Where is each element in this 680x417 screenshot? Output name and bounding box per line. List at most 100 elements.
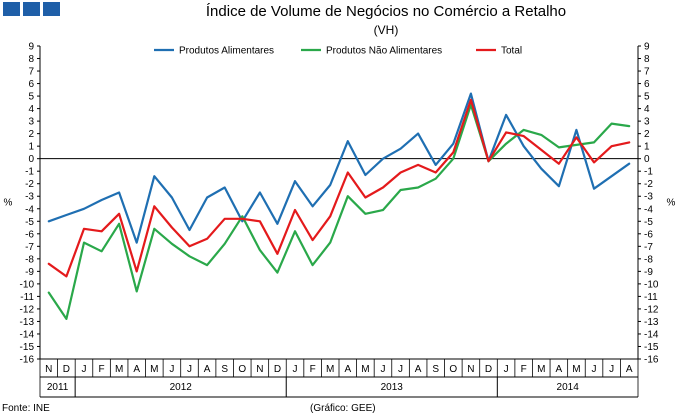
legend-label: Total [501,46,522,57]
month-label: O [449,364,457,375]
y-tick-label-left: -10 [20,279,35,290]
y-tick-label-left: -7 [25,242,34,253]
year-label: 2014 [557,382,580,393]
month-label: A [626,364,633,375]
month-label: J [504,364,509,375]
y-tick-label-left: -14 [20,329,35,340]
legend-label: Produtos Não Alimentares [326,46,442,57]
y-tick-label-left: -5 [25,217,34,228]
y-tick-label-right: 1 [644,142,650,153]
y-tick-label-left: 2 [28,129,34,140]
month-label: A [204,364,211,375]
y-tick-label-right: -6 [644,229,653,240]
month-label: N [467,364,474,375]
y-tick-label-left: -3 [25,192,34,203]
month-label: J [81,364,86,375]
y-tick-label-right: -12 [644,304,659,315]
y-tick-label-left: -8 [25,254,34,265]
y-tick-label-left: 3 [28,117,34,128]
month-label: M [572,364,580,375]
ine-logo [3,2,60,16]
source-note: Fonte: INE [2,403,50,414]
month-label: N [45,364,52,375]
series-line-produtos-alimentares [47,92,631,244]
y-tick-label-right: -7 [644,242,653,253]
month-label: J [169,364,174,375]
y-tick-label-left: -16 [20,355,35,366]
y-tick-label-right: -9 [644,267,653,278]
month-label: J [592,364,597,375]
series-line-total [47,98,631,278]
y-tick-label-left: -4 [25,204,34,215]
y-tick-label-right: 3 [644,117,650,128]
month-label: F [521,364,527,375]
y-tick-label-left: -15 [20,342,35,353]
month-label: D [485,364,492,375]
y-tick-label-left: 1 [28,142,34,153]
y-tick-label-left: -6 [25,229,34,240]
y-tick-label-right: 4 [644,104,650,115]
year-label: 2013 [381,382,404,393]
month-label: J [187,364,192,375]
month-label: M [150,364,158,375]
month-label: M [537,364,545,375]
month-label: J [609,364,614,375]
chart-title: Índice de Volume de Negócios no Comércio… [205,3,567,20]
logo-square [23,2,40,16]
y-tick-label-right: -4 [644,204,653,215]
y-tick-label-right: -10 [644,279,659,290]
month-label: A [556,364,563,375]
series-line-produtos-n-o-alimentares [47,103,631,320]
logo-square [43,2,60,16]
month-label: F [99,364,105,375]
chart-subtitle: (VH) [373,23,399,37]
credit-note: (Gráfico: GEE) [310,403,376,414]
y-tick-label-right: 6 [644,79,650,90]
y-axis-unit-right: % [667,198,676,209]
y-tick-label-left: -11 [20,292,34,303]
logo-square [3,2,20,16]
y-tick-label-right: -3 [644,192,653,203]
y-tick-label-right: -1 [644,167,653,178]
y-tick-label-left: 8 [28,54,34,65]
y-tick-label-right: -11 [644,292,658,303]
y-tick-label-right: -5 [644,217,653,228]
y-tick-label-left: 5 [28,92,34,103]
month-label: J [380,364,385,375]
y-tick-label-left: 7 [28,67,34,78]
month-label: J [293,364,298,375]
y-tick-label-left: -12 [20,304,35,315]
y-tick-label-right: 5 [644,92,650,103]
month-label: O [238,364,246,375]
legend-label: Produtos Alimentares [179,46,274,57]
month-label: M [326,364,334,375]
y-tick-label-left: 4 [28,104,34,115]
y-tick-label-right: -16 [644,355,659,366]
y-tick-label-right: 9 [644,42,650,53]
month-label: S [432,364,439,375]
month-label: S [221,364,228,375]
month-label: A [415,364,422,375]
y-tick-label-right: -14 [644,329,659,340]
month-label: D [63,364,70,375]
y-tick-label-left: -2 [25,179,34,190]
year-label: 2011 [47,382,69,393]
y-tick-label-left: 9 [28,42,34,53]
month-label: A [344,364,351,375]
y-tick-label-right: 0 [644,154,650,165]
month-label: N [256,364,263,375]
year-label: 2012 [170,382,193,393]
month-label: J [398,364,403,375]
y-tick-label-right: 2 [644,129,650,140]
month-label: F [310,364,316,375]
y-tick-label-left: -9 [25,267,34,278]
y-axis-unit-left: % [4,198,13,209]
month-label: M [361,364,369,375]
y-tick-label-right: -8 [644,254,653,265]
y-tick-label-right: 8 [644,54,650,65]
y-tick-label-right: -15 [644,342,659,353]
y-tick-label-right: -2 [644,179,653,190]
month-label: M [115,364,123,375]
y-tick-label-left: -1 [25,167,34,178]
